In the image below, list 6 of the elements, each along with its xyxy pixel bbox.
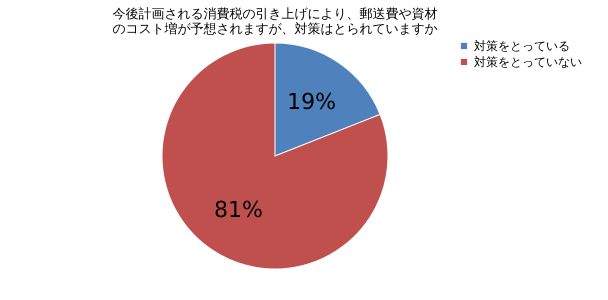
chart-title: 今後計画される消費税の引き上げにより、郵送費や資材のコスト増が予想されますが、対策はとられていますか [112,7,438,37]
legend-label: 対策をとっていない [474,55,582,69]
data-label: 81% [214,198,263,223]
legend-label: 対策をとっている [474,39,570,53]
pie-slice [162,42,388,270]
data-label: 19% [287,90,336,116]
